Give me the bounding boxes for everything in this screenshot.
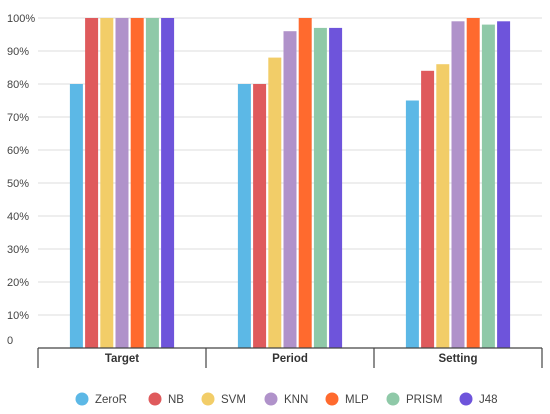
bar-mlp-target bbox=[130, 18, 144, 348]
legend-marker-prism bbox=[386, 392, 400, 406]
bar-mlp-setting bbox=[466, 18, 480, 348]
y-tick-label: 20% bbox=[7, 277, 29, 289]
y-tick-label: 100% bbox=[7, 13, 35, 25]
legend-label-nb: NB bbox=[168, 394, 184, 406]
bar-nb-target bbox=[85, 18, 99, 348]
bar-knn-target bbox=[115, 18, 129, 348]
bar-svm-period bbox=[268, 57, 282, 348]
bar-knn-period bbox=[283, 31, 297, 348]
bar-zeror-period bbox=[237, 84, 251, 348]
bar-j48-target bbox=[161, 18, 175, 348]
bar-nb-period bbox=[253, 84, 267, 348]
legend-label-knn: KNN bbox=[284, 394, 308, 406]
legend-label-svm: SVM bbox=[221, 394, 246, 406]
y-tick-label: 10% bbox=[7, 310, 29, 322]
x-tick-label-period: Period bbox=[272, 353, 308, 365]
bar-nb-setting bbox=[421, 70, 435, 349]
legend-label-mlp: MLP bbox=[345, 394, 369, 406]
legend-label-prism: PRISM bbox=[406, 394, 442, 406]
y-tick-label: 70% bbox=[7, 112, 29, 124]
legend-marker-mlp bbox=[325, 392, 339, 406]
legend-marker-nb bbox=[148, 392, 162, 406]
y-tick-label: 90% bbox=[7, 46, 29, 58]
bar-zeror-setting bbox=[405, 100, 419, 348]
legend-marker-knn bbox=[264, 392, 278, 406]
legend-marker-svm bbox=[201, 392, 215, 406]
legend-label-j48: J48 bbox=[479, 394, 498, 406]
bar-zeror-target bbox=[69, 84, 83, 348]
bar-j48-setting bbox=[497, 21, 511, 349]
x-tick-label-setting: Setting bbox=[439, 353, 478, 365]
bar-prism-setting bbox=[481, 24, 495, 348]
bar-svm-target bbox=[100, 18, 114, 348]
bars bbox=[69, 18, 511, 349]
legend-marker-zeror bbox=[75, 392, 89, 406]
bar-prism-target bbox=[145, 18, 159, 348]
bar-prism-period bbox=[313, 27, 327, 349]
x-axis: Target Period Setting bbox=[37, 347, 543, 368]
y-tick-label: 50% bbox=[7, 178, 29, 190]
y-tick-label: 60% bbox=[7, 145, 29, 157]
bar-knn-setting bbox=[451, 21, 465, 349]
y-tick-label: 0 bbox=[7, 335, 13, 347]
legend-marker-j48 bbox=[459, 392, 473, 406]
bar-mlp-period bbox=[298, 18, 312, 348]
bar-j48-period bbox=[329, 27, 343, 349]
y-tick-label: 40% bbox=[7, 211, 29, 223]
y-tick-label: 30% bbox=[7, 244, 29, 256]
legend-label-zeror: ZeroR bbox=[95, 394, 127, 406]
bar-svm-setting bbox=[436, 64, 450, 348]
y-axis-ticks: 0 10% 20% 30% 40% 50% 60% 70% 80% 90% 100% bbox=[7, 13, 35, 347]
legend: ZeroR NB SVM KNN MLP PRISM J48 bbox=[75, 392, 498, 406]
x-tick-label-target: Target bbox=[105, 353, 139, 365]
y-tick-label: 80% bbox=[7, 79, 29, 91]
